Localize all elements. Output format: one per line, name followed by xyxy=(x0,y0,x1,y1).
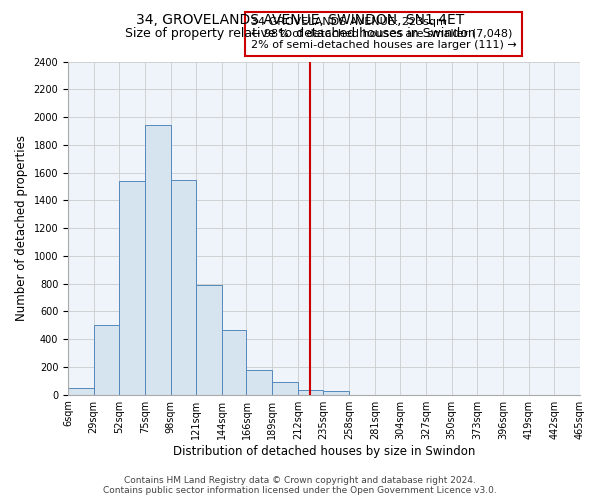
Bar xyxy=(145,126,170,394)
Bar xyxy=(298,390,323,394)
Text: Contains HM Land Registry data © Crown copyright and database right 2024.
Contai: Contains HM Land Registry data © Crown c… xyxy=(103,476,497,495)
Y-axis label: Number of detached properties: Number of detached properties xyxy=(15,135,28,321)
Bar xyxy=(119,181,145,394)
Bar xyxy=(272,382,298,394)
X-axis label: Distribution of detached houses by size in Swindon: Distribution of detached houses by size … xyxy=(173,444,475,458)
Bar xyxy=(94,326,119,394)
Bar xyxy=(247,370,272,394)
Bar xyxy=(222,330,247,394)
Bar xyxy=(170,180,196,394)
Text: Size of property relative to detached houses in Swindon: Size of property relative to detached ho… xyxy=(125,28,475,40)
Text: 34 GROVELANDS AVENUE: 223sqm
← 98% of detached houses are smaller (7,048)
2% of : 34 GROVELANDS AVENUE: 223sqm ← 98% of de… xyxy=(251,17,517,50)
Text: 34, GROVELANDS AVENUE, SWINDON, SN1 4ET: 34, GROVELANDS AVENUE, SWINDON, SN1 4ET xyxy=(136,12,464,26)
Bar xyxy=(323,391,349,394)
Bar xyxy=(196,285,222,395)
Bar xyxy=(68,388,94,394)
